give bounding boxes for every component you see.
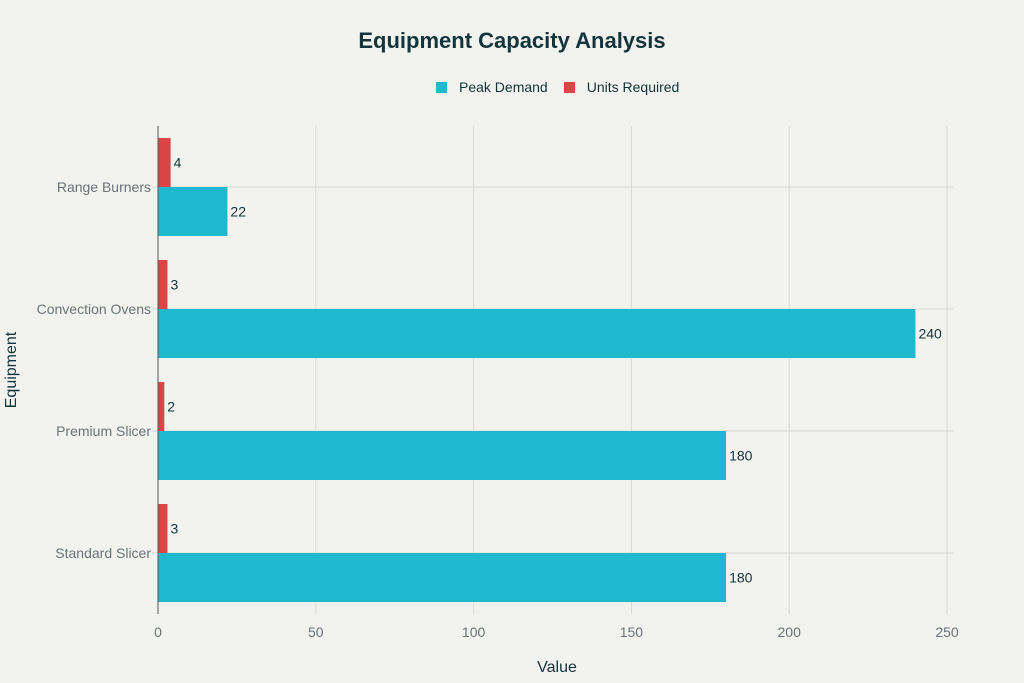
bar-peak-demand bbox=[158, 309, 916, 358]
x-tick-label: 0 bbox=[154, 624, 162, 640]
gridlines bbox=[158, 126, 954, 614]
legend-item-peak-demand: Peak Demand bbox=[436, 79, 548, 95]
data-label-units-required: 3 bbox=[170, 277, 178, 293]
data-label-units-required: 2 bbox=[167, 399, 175, 415]
legend: Peak Demand Units Required bbox=[436, 79, 695, 95]
y-tick-label: Range Burners bbox=[57, 179, 151, 195]
data-label-units-required: 3 bbox=[170, 521, 178, 537]
legend-swatch-peak-demand bbox=[436, 81, 447, 93]
chart-title: Equipment Capacity Analysis bbox=[358, 28, 666, 53]
data-label-peak-demand: 22 bbox=[230, 204, 246, 220]
bar-units-required bbox=[158, 382, 165, 431]
legend-item-units-required: Units Required bbox=[563, 79, 680, 95]
y-axis-title: Equipment bbox=[3, 331, 20, 408]
data-labels: 4 22 3 240 2 180 3 180 bbox=[167, 155, 942, 586]
bar-peak-demand bbox=[158, 431, 727, 480]
x-tick-label: 50 bbox=[308, 624, 324, 640]
axes: 0 50 100 150 200 250 Range Burners Convection O… bbox=[37, 126, 959, 640]
bar-units-required bbox=[158, 260, 168, 309]
x-axis-title: Value bbox=[537, 659, 577, 676]
legend-label-peak-demand: Peak Demand bbox=[459, 79, 548, 95]
bar-peak-demand bbox=[158, 553, 727, 602]
bar-units-required bbox=[158, 138, 171, 187]
x-tick-label: 100 bbox=[462, 624, 486, 640]
data-label-units-required: 4 bbox=[174, 155, 182, 171]
y-tick-label: Premium Slicer bbox=[56, 423, 151, 439]
bar-peak-demand bbox=[158, 187, 228, 236]
legend-label-units-required: Units Required bbox=[586, 79, 680, 95]
data-label-peak-demand: 180 bbox=[729, 448, 753, 464]
data-label-peak-demand: 180 bbox=[729, 570, 753, 586]
x-tick-label: 200 bbox=[778, 624, 802, 640]
bar-units-required bbox=[158, 504, 168, 553]
y-tick-label: Convection Ovens bbox=[37, 301, 151, 317]
data-label-peak-demand: 240 bbox=[918, 326, 942, 342]
bars bbox=[158, 138, 916, 602]
x-tick-label: 150 bbox=[620, 624, 644, 640]
y-tick-label: Standard Slicer bbox=[55, 545, 151, 561]
x-tick-label: 250 bbox=[935, 624, 959, 640]
legend-swatch-units-required bbox=[563, 81, 575, 93]
